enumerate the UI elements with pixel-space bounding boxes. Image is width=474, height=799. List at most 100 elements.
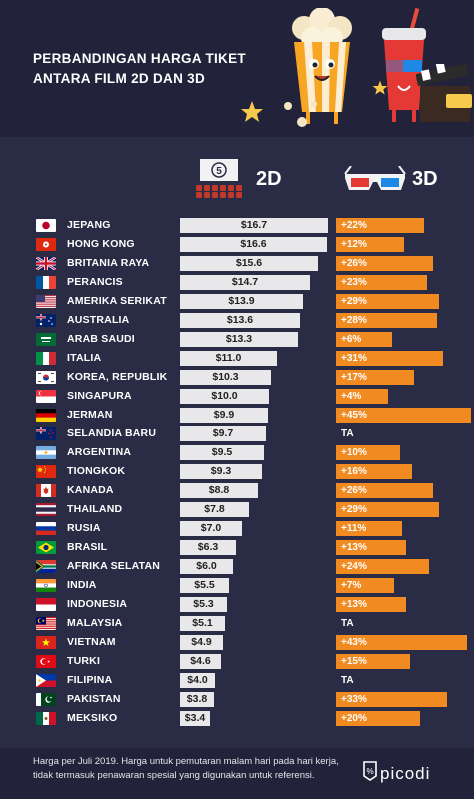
country-label: ARGENTINA [67,446,132,459]
footnote: Harga per Juli 2019. Harga untuk pemutar… [33,755,339,783]
flag-cn-icon [36,465,56,479]
bar-2d: $9.7 [180,426,266,442]
footer: Harga per Juli 2019. Harga untuk pemutar… [0,748,474,799]
table-row: SELANDIA BARU $9.7 TA [0,424,474,443]
table-row: THAILAND $7.8 +29% [0,500,474,519]
bar-3d: +11% [336,521,402,537]
table-row: MEKSIKO $3.4 +20% [0,709,474,728]
3d-glasses-icon [344,166,406,190]
flag-my-icon [36,616,56,630]
bar-3d: +33% [336,691,447,707]
country-label: MALAYSIA [67,616,123,629]
table-row: KANADA $8.8 +26% [0,481,474,500]
bar-3d: +45% [336,407,471,423]
table-row: PERANCIS $14.7 +23% [0,273,474,292]
flag-nz-icon [36,427,56,441]
country-label: BRASIL [67,541,108,554]
clapperboard-illustration [416,64,472,122]
table-row: BRITANIA RAYA $15.6 +26% [0,254,474,273]
cinema-sign-text: 5 [216,166,222,177]
title-line-1: PERBANDINGAN HARGA TIKET [33,51,246,66]
bar-3d: +10% [336,445,400,461]
country-label: AFRIKA SELATAN [67,560,161,573]
bar-3d: +15% [336,653,410,669]
bar-2d: $8.8 [180,483,258,499]
bar-2d: $16.6 [180,236,327,252]
bar-2d: $5.1 [180,615,225,631]
flag-ph-icon [36,673,56,687]
table-row: KOREA, REPUBLIK $10.3 +17% [0,368,474,387]
flag-ca-icon [36,484,56,498]
table-row: PAKISTAN $3.8 +33% [0,690,474,709]
country-label: AUSTRALIA [67,313,130,326]
country-label: HONG KONG [67,237,135,250]
flag-it-icon [36,351,56,365]
bar-3d: +16% [336,464,412,480]
picodi-logo-icon: % [363,761,377,781]
bar-3d: +22% [336,218,424,233]
popcorn-illustration [292,8,352,124]
flag-in-icon [36,579,56,593]
country-label: TURKI [67,654,101,667]
country-label: BRITANIA RAYA [67,256,150,269]
bar-2d: $15.6 [180,255,318,271]
table-row: INDIA $5.5 +7% [0,576,474,595]
bar-2d: $11.0 [180,350,277,366]
bar-3d: +20% [336,710,420,726]
bar-2d: $4.6 [180,653,221,669]
soda-cup-illustration [382,7,426,122]
table-row: TIONGKOK $9.3 +16% [0,462,474,481]
bar-3d: TA [341,617,354,629]
bar-3d: +17% [336,369,414,385]
table-row: FILIPINA $4.0 TA [0,671,474,690]
bar-2d: $9.9 [180,407,268,423]
country-label: FILIPINA [67,673,113,686]
brand-name: picodi [380,764,431,783]
flag-fr-icon [36,275,56,289]
table-row: AFRIKA SELATAN $6.0 +24% [0,557,474,576]
table-row: MALAYSIA $5.1 TA [0,614,474,633]
bar-3d: +43% [336,634,467,650]
table-row: TURKI $4.6 +15% [0,652,474,671]
country-label: PAKISTAN [67,692,121,705]
bar-2d: $4.0 [180,672,215,688]
bar-2d: $7.8 [180,502,249,518]
country-label: KOREA, REPUBLIK [67,370,168,383]
flag-ar-icon [36,446,56,460]
country-label: INDIA [67,579,97,592]
bar-2d: $10.3 [180,369,271,385]
bar-2d: $13.3 [180,331,298,347]
bar-2d: $14.7 [180,274,310,290]
bar-3d: +29% [336,293,439,309]
table-row: VIETNAM $4.9 +43% [0,633,474,652]
bar-2d: $6.0 [180,559,233,575]
title-line-2: ANTARA FILM 2D DAN 3D [33,71,206,86]
footnote-line-2: tidak termasuk penawaran spesial yang di… [33,770,315,781]
header: PERBANDINGAN HARGA TIKET ANTARA FILM 2D … [0,0,474,137]
country-label: MEKSIKO [67,711,118,724]
country-label: ARAB SAUDI [67,332,135,345]
bar-3d: +31% [336,350,443,366]
bar-3d: +13% [336,597,406,612]
column-header-2d: 2D [256,168,282,190]
cinema-screen-icon: 5 [196,159,242,198]
flag-kr-icon [36,370,56,384]
bar-2d: $13.9 [180,293,303,309]
bar-2d: $7.0 [180,521,242,537]
country-label: TIONGKOK [67,465,126,478]
bar-2d: $5.5 [180,578,229,594]
bar-3d: +24% [336,559,429,575]
country-label: SELANDIA BARU [67,427,157,440]
bar-3d: +29% [336,502,439,518]
table-row: AUSTRALIA $13.6 +28% [0,311,474,330]
flag-mx-icon [36,711,56,725]
flag-sa-icon [36,332,56,346]
bar-3d: +28% [336,312,437,328]
table-row: JERMAN $9.9 +45% [0,406,474,425]
flag-ru-icon [36,522,56,536]
table-row: JEPANG $16.7 +22% [0,216,474,235]
bar-3d: +7% [336,578,394,594]
country-label: JERMAN [67,408,113,421]
flag-th-icon [36,503,56,517]
bar-3d: +12% [336,236,404,252]
